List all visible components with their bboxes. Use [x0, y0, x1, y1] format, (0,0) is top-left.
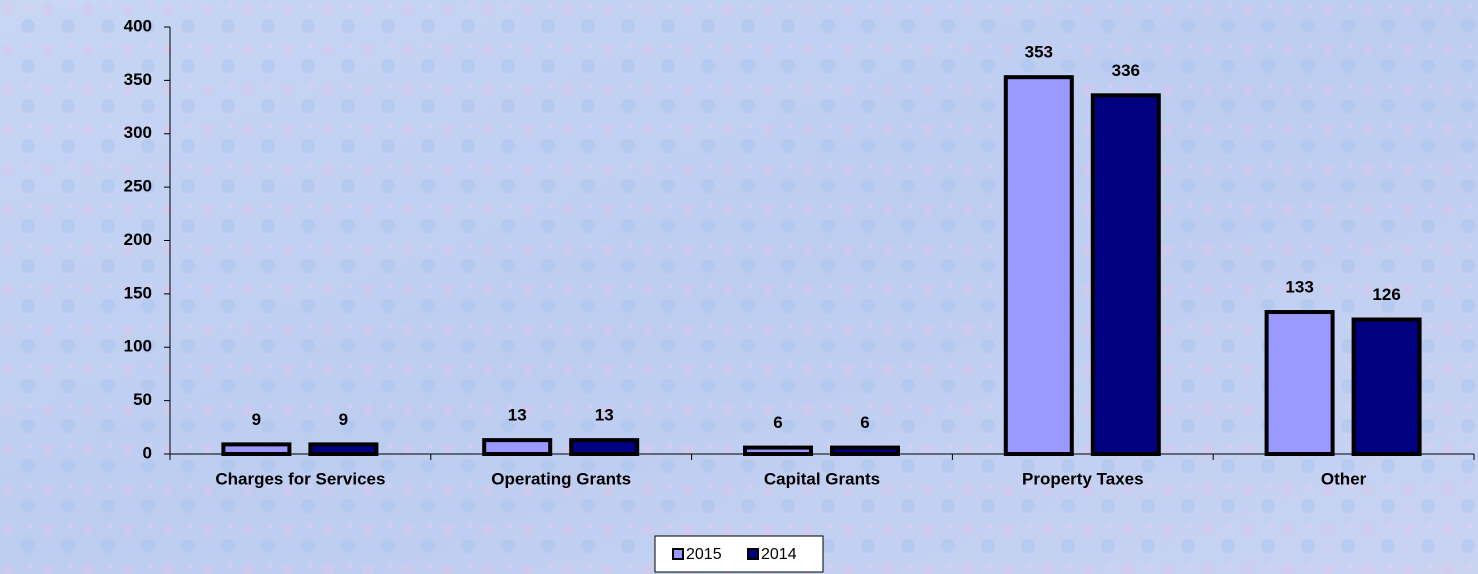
bar	[482, 438, 553, 456]
bar	[1264, 310, 1335, 456]
y-tick-label: 350	[124, 70, 152, 89]
legend-swatch	[672, 548, 684, 560]
legend-label: 2014	[761, 546, 797, 563]
bar	[1090, 93, 1161, 456]
bar	[830, 445, 900, 457]
data-label: 353	[1025, 43, 1053, 62]
data-label: 126	[1372, 285, 1400, 304]
bar	[1003, 75, 1074, 457]
x-tick-label: Operating Grants	[491, 469, 631, 488]
y-tick-label: 250	[124, 177, 152, 196]
legend-swatch	[747, 548, 759, 560]
x-tick-label: Property Taxes	[1022, 469, 1144, 488]
data-label: 133	[1285, 278, 1313, 297]
y-tick-label: 200	[124, 230, 152, 249]
bar	[569, 438, 640, 456]
y-tick-label: 400	[124, 16, 152, 35]
data-label: 6	[773, 413, 782, 432]
data-label: 13	[508, 406, 527, 425]
y-tick-label: 0	[143, 443, 152, 462]
y-tick-label: 100	[124, 337, 152, 356]
y-tick-label: 50	[133, 390, 152, 409]
data-label: 6	[860, 413, 869, 432]
bar	[1351, 317, 1422, 456]
data-label: 9	[252, 410, 261, 429]
data-label: 13	[595, 406, 614, 425]
bar	[308, 442, 379, 456]
x-tick-label: Charges for Services	[215, 469, 385, 488]
bar	[743, 445, 813, 457]
data-label: 9	[339, 410, 348, 429]
x-tick-label: Capital Grants	[764, 469, 880, 488]
y-tick-label: 300	[124, 123, 152, 142]
data-label: 336	[1112, 61, 1140, 80]
legend-label: 2015	[686, 546, 722, 563]
bar	[221, 442, 292, 456]
x-tick-label: Other	[1321, 469, 1367, 488]
y-tick-label: 150	[124, 283, 152, 302]
